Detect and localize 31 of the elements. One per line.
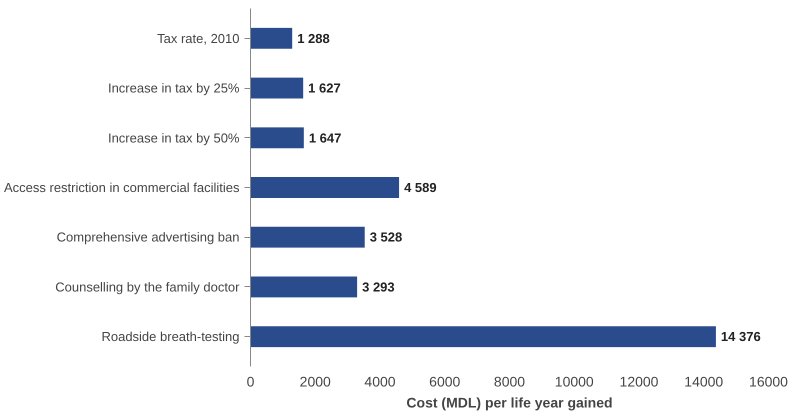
y-tick-label: Comprehensive advertising ban: [56, 230, 240, 245]
x-tick-label: 6000: [429, 374, 461, 390]
x-axis-title: Cost (MDL) per life year gained: [406, 394, 613, 410]
x-tick-label: 0: [246, 374, 255, 390]
bar: [250, 326, 716, 348]
y-tick-label: Roadside breath-testing: [101, 329, 240, 344]
x-tick-label: 12000: [620, 374, 659, 390]
x-tick-label: 10000: [554, 374, 594, 390]
bar: [250, 177, 400, 198]
x-tick-label: 2000: [300, 374, 332, 390]
y-tick-label: Increase in tax by 50%: [108, 130, 240, 146]
y-tick-label: Access restriction in commercial facilities: [4, 180, 240, 195]
data-label: 1 627: [308, 80, 341, 96]
bar: [250, 78, 304, 98]
bar: [250, 276, 358, 298]
data-label: 3 528: [370, 230, 402, 245]
bar: [250, 127, 304, 148]
y-tick-label: Increase in tax by 25%: [108, 80, 240, 96]
data-label: 1 288: [297, 30, 330, 46]
x-tick-label: 4000: [364, 374, 396, 390]
y-tick-label: Tax rate, 2010: [157, 30, 240, 46]
data-label: 1 647: [308, 130, 342, 146]
y-tick-label: Counselling by the family doctor: [55, 279, 240, 294]
data-label: 4 589: [404, 180, 437, 195]
data-label: 3 293: [362, 279, 395, 294]
bar: [250, 226, 365, 248]
x-tick-label: 14000: [684, 374, 724, 390]
data-label: 14 376: [720, 329, 761, 344]
x-tick-label: 8000: [494, 374, 526, 390]
x-tick-label: 16000: [749, 374, 788, 390]
bar: [250, 28, 292, 49]
